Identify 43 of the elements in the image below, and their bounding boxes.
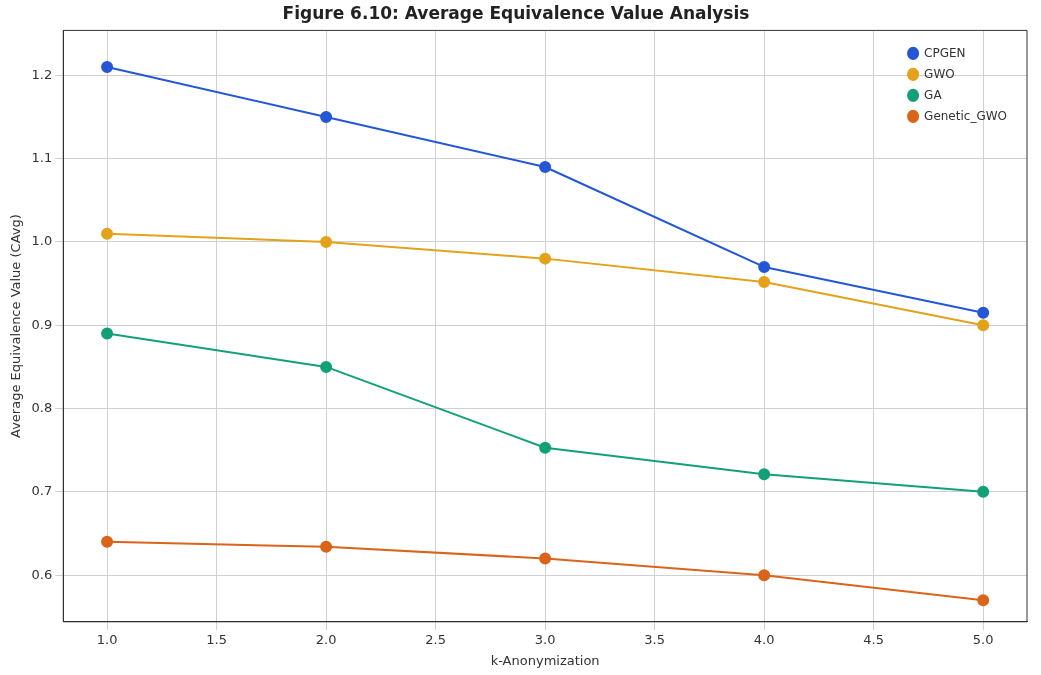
x-tick-label: 3.0 xyxy=(534,631,556,647)
point xyxy=(539,161,552,174)
y-tick-label: 1.0 xyxy=(31,233,53,249)
chart-title: Figure 6.10: Average Equivalence Value Analysis xyxy=(282,2,750,23)
legend-label: Genetic_GWO xyxy=(924,108,1008,123)
point xyxy=(758,569,771,582)
x-tick-label: 2.5 xyxy=(425,631,446,647)
y-axis-title: Average Equivalence Value (CAvg) xyxy=(8,214,24,438)
point xyxy=(977,306,990,319)
y-tick-label: 0.8 xyxy=(31,399,53,415)
x-tick-label: 2.0 xyxy=(315,631,337,647)
point xyxy=(758,275,771,288)
y-tick-label: 1.1 xyxy=(31,150,53,166)
y-tick-label: 0.9 xyxy=(31,316,53,332)
point xyxy=(320,540,333,553)
x-axis-title: k-Anonymization xyxy=(490,652,600,668)
legend-label: CPGEN xyxy=(924,45,966,60)
point xyxy=(101,327,114,340)
point xyxy=(101,227,114,240)
point xyxy=(101,535,114,548)
legend-label: GA xyxy=(924,87,943,102)
legend-label: GWO xyxy=(924,66,955,81)
point xyxy=(758,468,771,481)
point xyxy=(977,485,990,498)
point xyxy=(977,319,990,332)
x-tick-label: 3.5 xyxy=(644,631,665,647)
x-tick-label: 1.0 xyxy=(96,631,118,647)
x-tick-label: 5.0 xyxy=(972,631,994,647)
point xyxy=(539,441,552,454)
point xyxy=(758,260,771,273)
x-tick-label: 4.0 xyxy=(753,631,775,647)
point xyxy=(320,111,333,124)
x-tick-label: 4.5 xyxy=(863,631,885,647)
y-tick-label: 0.7 xyxy=(31,483,53,499)
point xyxy=(539,552,552,565)
y-tick-label: 1.2 xyxy=(31,66,53,82)
y-tick-label: 0.6 xyxy=(31,566,53,582)
point xyxy=(320,235,333,248)
point xyxy=(320,360,333,373)
x-tick-label: 1.5 xyxy=(206,631,227,647)
point xyxy=(101,61,114,74)
point xyxy=(539,252,552,265)
point xyxy=(977,594,990,607)
